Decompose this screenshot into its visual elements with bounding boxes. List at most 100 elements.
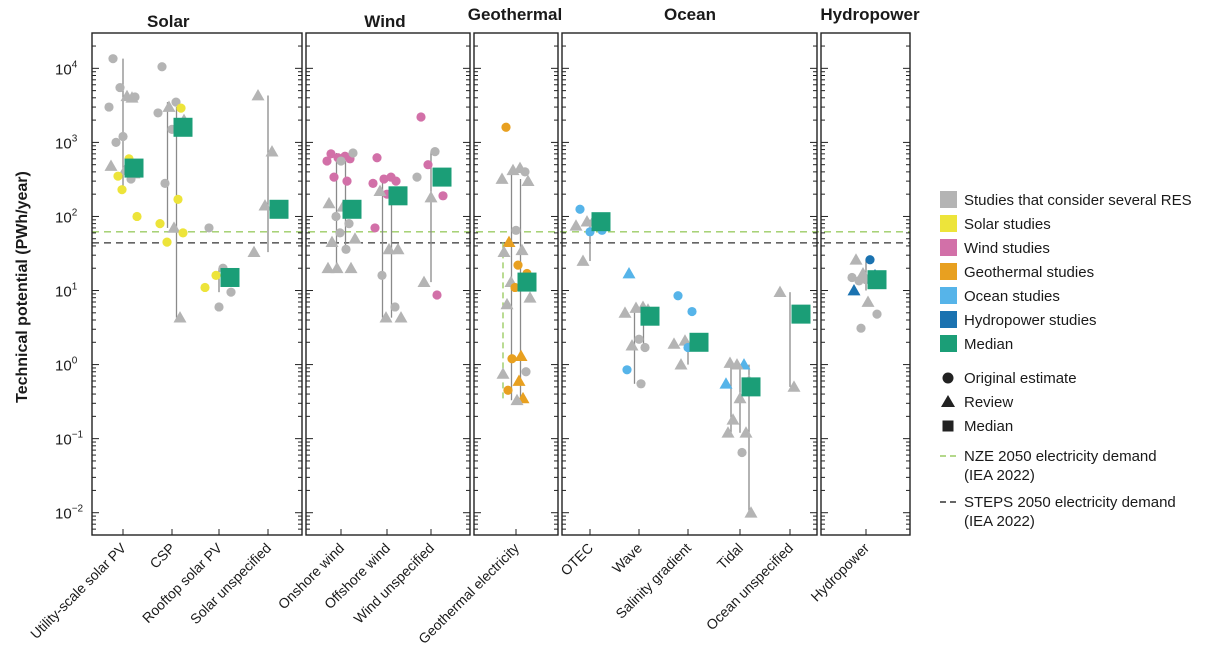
data-point-circle xyxy=(511,225,521,235)
legend-label: (IEA 2022) xyxy=(964,467,1035,484)
data-point-circle xyxy=(341,244,351,254)
panel-frame xyxy=(91,32,303,536)
y-tick-label: 100 xyxy=(55,356,78,375)
data-point-circle xyxy=(510,282,520,293)
median-square xyxy=(432,167,452,187)
group-title: Wind xyxy=(364,12,405,31)
data-point-circle xyxy=(160,178,170,188)
data-point-triangle xyxy=(321,261,335,274)
category-ocean-unspecified: Ocean unspecified xyxy=(703,285,811,633)
data-point-circle xyxy=(211,270,221,281)
data-point-triangle xyxy=(495,172,509,184)
legend-label: Original estimate xyxy=(964,370,1077,387)
data-point-circle xyxy=(336,156,346,166)
data-point-circle xyxy=(501,122,511,132)
data-point-triangle xyxy=(730,358,744,370)
median-square xyxy=(342,199,362,219)
data-point-circle xyxy=(513,260,523,270)
data-point-circle xyxy=(856,323,866,333)
data-point-triangle xyxy=(744,506,758,518)
data-point-circle xyxy=(640,342,650,353)
legend-swatch xyxy=(940,191,957,208)
legend-label: (IEA 2022) xyxy=(964,513,1035,530)
data-point-circle xyxy=(370,223,380,233)
data-point-circle xyxy=(326,149,336,159)
y-tick-exponent: −2 xyxy=(72,504,84,515)
category-otec: OTEC xyxy=(557,204,611,579)
legend-swatch xyxy=(940,263,957,280)
reference-lines xyxy=(92,231,910,244)
x-category-label: Wind unspecified xyxy=(350,540,437,627)
data-point-circle xyxy=(162,237,172,247)
panel-frame xyxy=(305,32,471,536)
data-point-circle xyxy=(118,131,128,142)
legend-circle-icon xyxy=(942,372,954,384)
data-point-circle xyxy=(438,191,448,201)
y-tick-label: 104 xyxy=(55,59,78,78)
data-point-triangle xyxy=(580,215,594,227)
data-point-circle xyxy=(575,204,585,214)
y-tick-exponent: 1 xyxy=(72,282,78,293)
data-point-circle xyxy=(673,291,683,301)
data-point-circle xyxy=(104,102,114,112)
data-point-circle xyxy=(390,302,400,312)
data-point-triangle xyxy=(265,145,279,157)
data-point-circle xyxy=(847,272,857,283)
data-point-circle xyxy=(113,171,123,181)
panel-hydropower: Hydropower Hydropower xyxy=(807,5,920,604)
legend-square-icon xyxy=(942,420,954,432)
data-point-triangle xyxy=(847,284,861,296)
data-point-circle xyxy=(331,211,341,222)
data-point-circle xyxy=(226,287,236,297)
legend-label: Wind studies xyxy=(964,240,1050,257)
data-point-triangle xyxy=(247,245,261,257)
data-point-triangle xyxy=(348,232,362,244)
y-tick-label: 101 xyxy=(55,282,78,301)
x-category-label: Rooftop solar PV xyxy=(139,539,226,626)
data-point-triangle xyxy=(373,184,387,196)
data-point-circle xyxy=(430,147,440,157)
data-point-circle xyxy=(521,367,531,377)
y-tick-label: 102 xyxy=(55,207,78,226)
data-point-circle xyxy=(368,178,378,188)
data-point-circle xyxy=(348,148,358,158)
median-square xyxy=(220,267,240,287)
y-axis-title: Technical potential (PWh/year) xyxy=(14,171,31,403)
data-point-triangle xyxy=(569,219,583,231)
data-point-circle xyxy=(155,219,165,229)
legend-label: Solar studies xyxy=(964,216,1051,233)
data-point-triangle xyxy=(506,163,520,176)
data-point-circle xyxy=(178,228,188,238)
data-point-triangle xyxy=(739,426,753,438)
data-point-triangle xyxy=(167,221,181,233)
data-point-triangle xyxy=(104,159,118,171)
data-point-triangle xyxy=(861,295,875,307)
data-point-triangle xyxy=(773,285,787,298)
data-point-triangle xyxy=(523,291,537,303)
data-point-triangle xyxy=(521,174,535,186)
data-point-triangle xyxy=(622,266,636,279)
data-point-circle xyxy=(412,172,422,182)
data-point-triangle xyxy=(379,311,393,323)
data-point-triangle xyxy=(512,374,526,386)
legend-swatch xyxy=(940,287,957,304)
data-point-circle xyxy=(872,309,882,319)
data-point-circle xyxy=(379,174,389,184)
data-point-triangle xyxy=(629,301,643,313)
x-category-label: Wave xyxy=(609,540,645,576)
legend-swatch xyxy=(940,215,957,232)
y-tick-exponent: 2 xyxy=(72,207,78,218)
data-point-circle xyxy=(391,176,401,186)
data-point-circle xyxy=(854,276,864,286)
legend-swatch xyxy=(940,311,957,328)
y-tick-exponent: 4 xyxy=(72,59,78,70)
data-point-triangle xyxy=(417,275,431,287)
legend-label: Median xyxy=(964,418,1013,435)
data-point-circle xyxy=(214,302,224,312)
data-point-circle xyxy=(200,282,210,293)
data-point-triangle xyxy=(424,191,438,203)
data-point-triangle xyxy=(625,339,639,351)
